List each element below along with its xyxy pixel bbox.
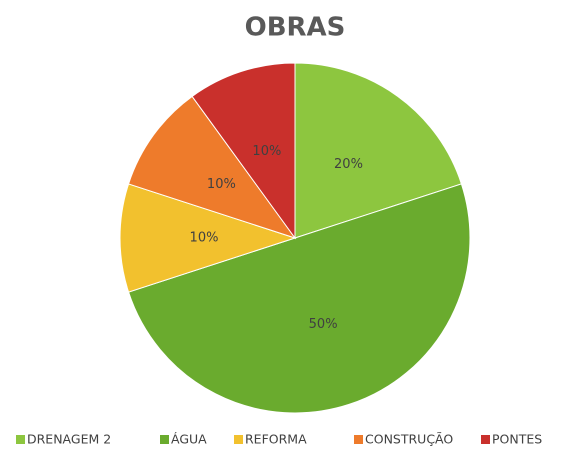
legend-label: PONTES [492, 432, 542, 447]
pie-slice [119, 183, 297, 293]
legend-label: CONSTRUÇÃO [365, 432, 453, 447]
pie-slice [127, 95, 297, 239]
chart-title: OBRAS [245, 13, 346, 43]
data-label: 10% [190, 231, 219, 246]
legend-label: ÁGUA [171, 432, 207, 447]
legend-swatch [234, 435, 243, 444]
pie-slice [191, 62, 296, 240]
legend-label: DRENAGEM 2 [27, 432, 111, 447]
legend-swatch [354, 435, 363, 444]
data-label: 20% [334, 157, 363, 172]
data-label: 10% [252, 144, 281, 159]
legend-swatch [16, 435, 25, 444]
pie-slice [294, 62, 463, 239]
data-label: 50% [309, 317, 338, 332]
data-label: 10% [207, 177, 236, 192]
legend-swatch [160, 435, 169, 444]
legend-swatch [481, 435, 490, 444]
legend-label: REFORMA [245, 432, 307, 447]
pie-slice [127, 183, 471, 414]
